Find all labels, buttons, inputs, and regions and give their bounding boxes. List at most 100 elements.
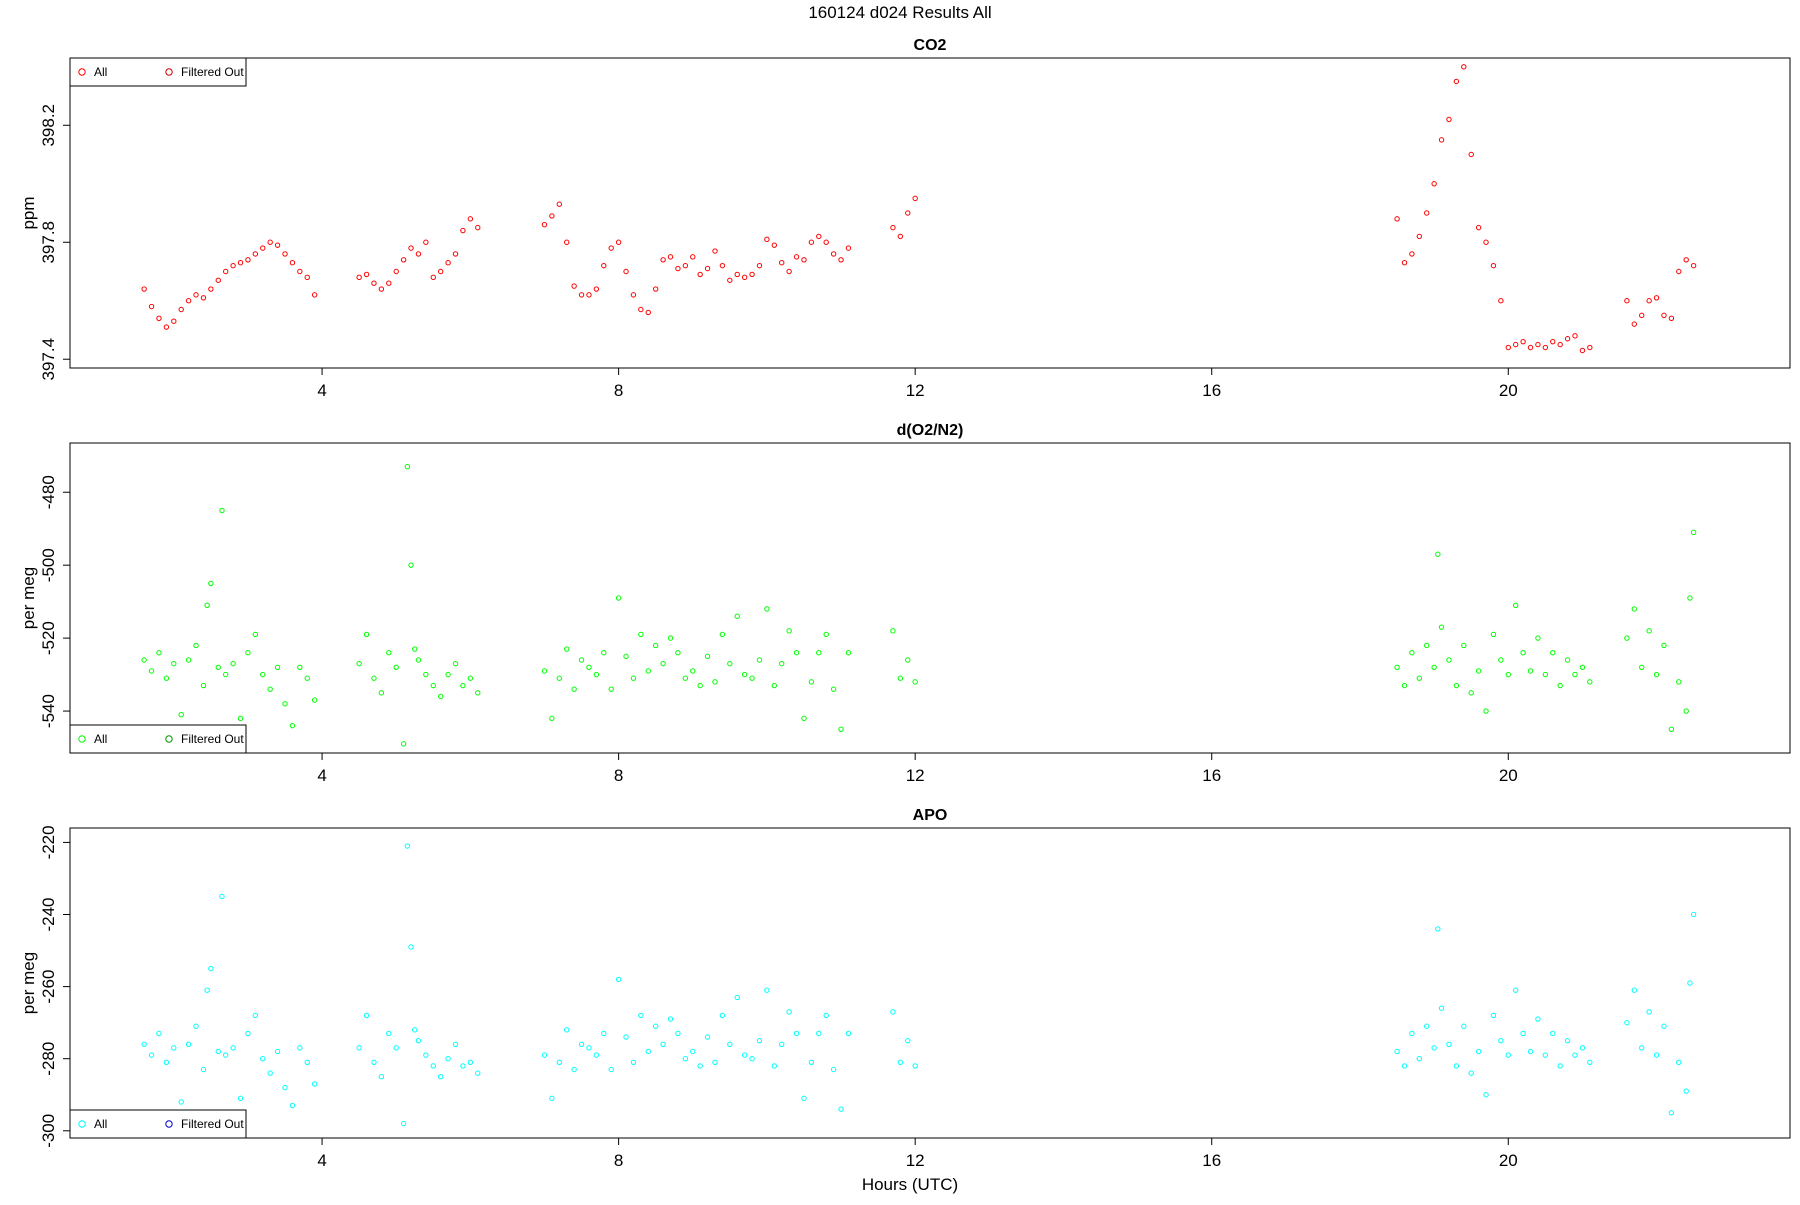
data-point xyxy=(1542,1052,1549,1058)
data-point xyxy=(230,660,236,667)
data-point xyxy=(586,664,592,670)
data-point xyxy=(204,987,210,993)
data-point xyxy=(1431,1045,1437,1051)
data-point xyxy=(363,1012,370,1019)
data-point xyxy=(690,254,696,260)
data-point xyxy=(475,1070,481,1076)
panels: CO2 4 8 12 16 20 397.4 397.8 398.2 ppm All Filtered… xyxy=(19,37,1791,1170)
data-point xyxy=(208,286,214,292)
data-point xyxy=(838,1106,844,1112)
data-point xyxy=(1683,708,1689,714)
data-point xyxy=(215,1048,221,1055)
panel-co2: CO2 4 8 12 16 20 397.4 397.8 398.2 ppm All Filtered… xyxy=(19,37,1791,400)
data-point xyxy=(1653,1052,1660,1058)
legend-label: Filtered Out xyxy=(181,732,244,746)
data-point xyxy=(630,292,637,298)
data-point xyxy=(712,248,718,254)
data-point xyxy=(475,690,481,696)
y-tick-label: -520 xyxy=(39,621,58,655)
data-point xyxy=(378,286,385,292)
data-point xyxy=(1690,262,1697,269)
data-point xyxy=(667,1016,674,1022)
data-point xyxy=(252,631,259,638)
data-point xyxy=(571,1066,577,1073)
legend-label: Filtered Out xyxy=(181,65,244,79)
data-point xyxy=(541,221,548,228)
data-point xyxy=(1550,1030,1556,1037)
data-point xyxy=(378,690,385,696)
data-point xyxy=(222,1052,229,1058)
x-tick-label: 20 xyxy=(1499,1151,1518,1170)
y-axis-label: per meg xyxy=(19,952,38,1014)
data-point xyxy=(1564,336,1571,342)
x-tick-label: 4 xyxy=(317,381,326,400)
data-point xyxy=(1431,181,1437,187)
data-point xyxy=(601,650,607,656)
data-point xyxy=(404,464,411,470)
data-point xyxy=(371,675,377,681)
legend-marker xyxy=(78,1120,86,1128)
data-point xyxy=(452,251,459,257)
legend-box xyxy=(69,724,247,754)
data-point xyxy=(1572,671,1578,678)
data-point xyxy=(1435,926,1441,932)
data-point xyxy=(764,606,770,612)
y-tick-label: -300 xyxy=(39,1114,58,1148)
data-point xyxy=(697,1063,703,1069)
data-point xyxy=(430,1063,436,1069)
data-point xyxy=(578,657,585,663)
data-point xyxy=(1505,344,1511,351)
data-point xyxy=(460,682,466,689)
legend-label: All xyxy=(94,65,107,79)
data-point xyxy=(452,1041,459,1047)
data-point xyxy=(749,675,755,681)
data-point xyxy=(1409,650,1415,656)
data-point xyxy=(1661,1023,1667,1029)
data-point xyxy=(363,271,370,278)
data-point xyxy=(830,686,837,692)
data-point xyxy=(734,271,740,278)
data-point xyxy=(1401,260,1408,266)
data-point xyxy=(437,693,444,700)
data-point xyxy=(215,664,221,670)
data-point xyxy=(1438,1005,1445,1011)
data-point xyxy=(415,251,422,257)
data-point xyxy=(1579,347,1586,354)
data-point xyxy=(445,671,451,678)
data-point xyxy=(141,286,147,292)
data-point xyxy=(363,631,370,638)
data-point xyxy=(267,239,273,245)
data-point xyxy=(415,657,422,663)
data-point xyxy=(601,1030,607,1037)
data-point xyxy=(1453,1063,1460,1069)
data-point xyxy=(556,1059,563,1066)
data-point xyxy=(727,1041,733,1047)
data-point xyxy=(289,260,296,266)
data-point xyxy=(1535,635,1541,641)
data-point xyxy=(1624,1019,1630,1026)
data-point xyxy=(712,679,718,685)
data-point xyxy=(260,245,266,251)
data-points xyxy=(141,64,1697,354)
data-point xyxy=(1468,690,1474,696)
data-point xyxy=(1446,1041,1452,1047)
data-point xyxy=(141,657,147,663)
data-point xyxy=(1401,682,1408,689)
data-point xyxy=(237,1095,244,1102)
data-point xyxy=(1438,624,1445,630)
data-point xyxy=(801,257,807,263)
data-point xyxy=(645,1048,651,1055)
data-point xyxy=(1520,650,1526,656)
data-point xyxy=(297,1045,303,1051)
data-point xyxy=(727,277,733,283)
x-tick-label: 4 xyxy=(317,766,326,785)
data-point xyxy=(1653,295,1660,301)
legend-marker xyxy=(165,1120,173,1128)
data-point xyxy=(1564,657,1571,663)
legend: All Filtered Out xyxy=(69,57,247,87)
data-point xyxy=(1527,344,1534,351)
data-point xyxy=(779,660,785,667)
data-point xyxy=(808,1059,815,1066)
data-point xyxy=(556,201,563,207)
data-point xyxy=(771,682,778,689)
